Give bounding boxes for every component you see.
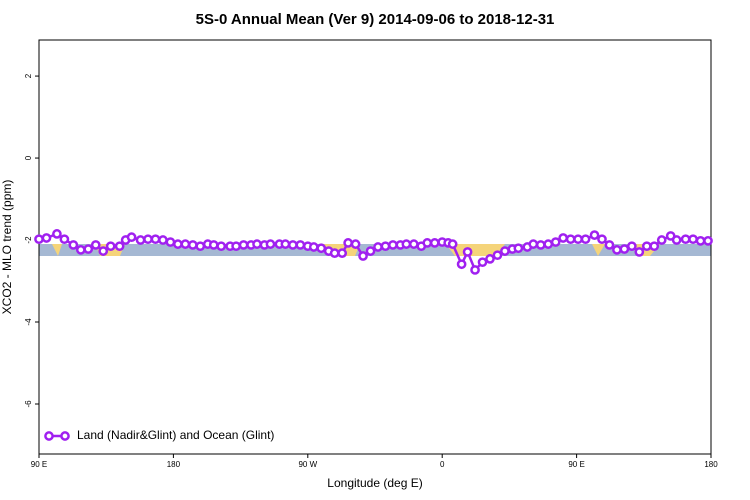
legend-label: Land (Nadir&Glint) and Ocean (Glint) xyxy=(77,428,274,442)
data-point xyxy=(456,259,467,270)
data-point xyxy=(535,240,546,250)
data-point xyxy=(429,238,440,248)
x-tick-label: 90 E xyxy=(568,460,584,469)
data-point xyxy=(641,241,652,252)
data-point xyxy=(75,245,86,255)
data-point xyxy=(350,239,361,249)
legend-marker xyxy=(44,431,54,441)
data-point xyxy=(492,250,503,261)
data-point xyxy=(543,239,554,249)
data-point xyxy=(422,238,433,248)
data-point xyxy=(470,265,480,275)
data-point xyxy=(143,234,153,245)
data-point xyxy=(288,240,298,250)
data-point xyxy=(265,239,276,249)
data-point xyxy=(280,239,291,249)
x-tick-label: 180 xyxy=(704,460,718,469)
data-point xyxy=(656,235,667,245)
data-point xyxy=(373,242,383,252)
data-point xyxy=(365,246,376,256)
x-tick-label: 0 xyxy=(440,460,445,469)
data-point xyxy=(105,241,116,252)
data-point xyxy=(343,238,353,248)
data-point xyxy=(401,239,412,249)
y-tick-label: -4 xyxy=(24,318,33,326)
data-point xyxy=(380,241,391,252)
data-point xyxy=(308,242,319,252)
data-point xyxy=(408,239,419,249)
data-point xyxy=(634,247,645,257)
data-point xyxy=(528,239,539,249)
data-point xyxy=(238,240,249,250)
data-point xyxy=(114,241,125,252)
data-point xyxy=(604,240,615,250)
data-point xyxy=(589,230,600,240)
data-point xyxy=(295,240,306,250)
data-point xyxy=(83,244,94,254)
data-point xyxy=(649,241,660,252)
data-point xyxy=(612,245,622,255)
data-point xyxy=(558,233,569,243)
data-point xyxy=(34,234,44,245)
data-point xyxy=(208,240,219,250)
data-point xyxy=(573,234,583,245)
data-point xyxy=(180,239,191,249)
data-point xyxy=(358,251,368,261)
data-point xyxy=(580,234,591,245)
data-point xyxy=(462,247,473,257)
data-point xyxy=(513,243,524,254)
x-tick-label: 90 E xyxy=(31,460,47,469)
data-point xyxy=(688,234,698,245)
data-point xyxy=(98,246,109,256)
legend-marker xyxy=(60,431,70,441)
data-point xyxy=(565,234,576,245)
data-point xyxy=(550,237,561,247)
data-point xyxy=(187,240,198,250)
y-tick-label: -2 xyxy=(24,236,33,244)
data-point xyxy=(619,244,630,254)
data-point xyxy=(90,240,101,250)
plot-frame xyxy=(38,39,712,455)
data-point xyxy=(316,243,327,254)
data-point xyxy=(173,239,183,249)
data-point xyxy=(59,234,70,245)
data-point xyxy=(252,239,262,249)
data-point xyxy=(500,246,510,256)
chart-title: 5S-0 Annual Mean (Ver 9) 2014-09-06 to 2… xyxy=(196,11,555,28)
data-point xyxy=(695,236,706,246)
x-tick-label: 180 xyxy=(167,460,181,469)
data-point xyxy=(680,234,691,245)
data-point xyxy=(135,235,146,245)
data-point xyxy=(388,240,398,250)
y-tick-label: 2 xyxy=(24,73,33,78)
data-point xyxy=(126,232,137,243)
data-point xyxy=(231,241,241,252)
x-axis-label: Longitude (deg E) xyxy=(327,476,422,490)
data-point xyxy=(627,241,637,252)
data-point xyxy=(597,234,607,245)
data-point xyxy=(337,248,347,258)
data-point xyxy=(150,234,161,245)
data-point xyxy=(158,235,168,245)
data-point xyxy=(671,235,682,245)
data-point xyxy=(165,237,176,247)
data-point xyxy=(485,254,495,264)
y-tick-label: -6 xyxy=(24,400,33,408)
data-point xyxy=(68,240,79,250)
data-point xyxy=(703,236,713,246)
data-point xyxy=(477,257,488,268)
data-point xyxy=(447,239,458,249)
data-point xyxy=(195,241,206,252)
y-tick-label: 0 xyxy=(24,155,33,160)
y-axis-label: XCO2 - MLO trend (ppm) xyxy=(0,180,14,315)
data-point xyxy=(216,241,227,252)
data-point xyxy=(329,248,340,258)
x-tick-label: 90 W xyxy=(298,460,317,469)
data-point xyxy=(52,229,62,239)
data-point xyxy=(41,233,52,243)
